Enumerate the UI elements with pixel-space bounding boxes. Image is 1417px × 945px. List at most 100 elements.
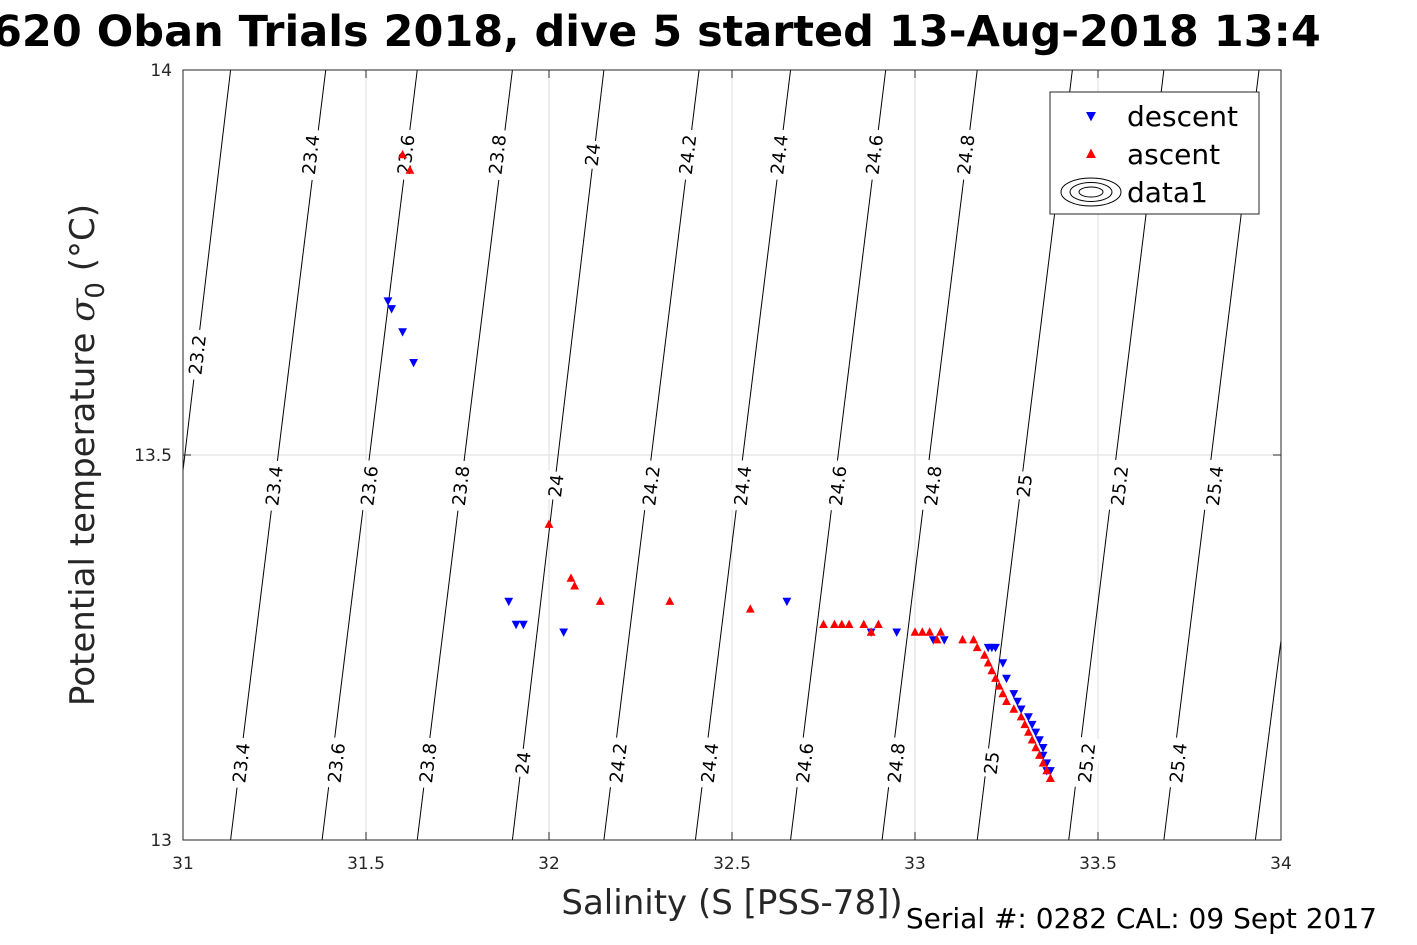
- descent-point: [559, 628, 569, 637]
- descent-point: [1013, 697, 1022, 707]
- ascent-point: [1020, 719, 1030, 729]
- ascent-point: [570, 581, 580, 590]
- legend-box: [1049, 91, 1260, 215]
- contour-label-group: 23.8: [414, 736, 443, 790]
- contour-label-knockout: [227, 736, 256, 790]
- contour-label: 24.6: [862, 134, 888, 176]
- contour-label-group: 23.8: [447, 459, 476, 512]
- contour-line: [511, 70, 605, 840]
- contour-label-knockout: [322, 736, 351, 790]
- contour-label-group: 25: [1012, 470, 1038, 502]
- ascent-point: [866, 627, 876, 636]
- x-tick-label: 33: [904, 854, 926, 874]
- contour-label-knockout: [729, 459, 757, 512]
- contour-label-knockout: [979, 747, 1005, 779]
- legend-data1-label: data1: [1127, 176, 1208, 209]
- descent-point: [782, 597, 792, 607]
- y-tick-label: 13.5: [134, 446, 172, 466]
- contour-label: 25.2: [1075, 742, 1101, 784]
- contour-line: [603, 70, 700, 840]
- y-axis-label-main: Potential temperature: [63, 322, 103, 706]
- contour-label-group: 24.6: [824, 459, 853, 512]
- contour-label-group: 23.4: [227, 736, 256, 790]
- contour-label-knockout: [297, 128, 325, 181]
- descent-point: [387, 305, 397, 314]
- contour-label-knockout: [1012, 470, 1038, 502]
- ascent-point: [910, 627, 920, 636]
- descent-point: [1024, 713, 1033, 722]
- contour-label: 25: [1014, 473, 1038, 498]
- contour-label-knockout: [824, 459, 853, 512]
- contour-label: 24.8: [954, 134, 980, 176]
- contour-label-knockout: [510, 747, 536, 779]
- descent-point: [409, 359, 418, 368]
- contour-label-group: 25.2: [1073, 736, 1101, 790]
- contour-label-knockout: [674, 128, 702, 181]
- contour-label-group: 24.6: [791, 736, 820, 790]
- contour-label: 24: [512, 750, 536, 775]
- ascent-point: [1035, 750, 1044, 759]
- contour-label-knockout: [791, 736, 820, 790]
- contour-label: 24.2: [606, 742, 632, 784]
- contour-label-group: 24.4: [696, 736, 724, 790]
- contour-label-group: 23.6: [355, 459, 384, 512]
- contour-line: [1254, 636, 1281, 840]
- y-tick-label: 13: [150, 831, 172, 851]
- ascent-point: [1031, 742, 1041, 752]
- contour-label-knockout: [882, 736, 911, 790]
- descent-point: [504, 597, 514, 607]
- contour-label-group: 23.4: [297, 128, 325, 181]
- x-tick-label: 32: [538, 854, 560, 874]
- ascent-point: [1038, 758, 1048, 767]
- y-axis-label-unit: (°C): [63, 204, 103, 282]
- ascent-point: [1027, 735, 1037, 744]
- ascent-point: [936, 627, 946, 636]
- contour-label-group: 24.8: [952, 128, 981, 181]
- ascent-point: [830, 619, 839, 628]
- x-tick-label: 34: [1270, 854, 1292, 874]
- ascent-point: [1002, 696, 1011, 705]
- legend-contour-icon: [1060, 177, 1122, 207]
- contour-label-group: 24.6: [860, 128, 889, 181]
- ascent-point: [745, 604, 755, 613]
- ascent-point: [819, 619, 828, 628]
- y-axis-label-sigma: σ: [63, 298, 103, 322]
- contour-line: [694, 70, 792, 840]
- contour-label-group: 24.8: [882, 736, 911, 790]
- contour-label-knockout: [580, 139, 606, 170]
- contour-label: 23.4: [262, 465, 288, 507]
- ascent-point: [983, 658, 993, 667]
- contour-label: 24.8: [921, 465, 947, 507]
- contour-labels: 23.2 23.4 23.6 23.8 24 24.2 24.4 24.6 24.8 25.4 23…: [183, 128, 1262, 790]
- contour-label-knockout: [543, 470, 569, 502]
- descent-point: [511, 620, 521, 630]
- x-axis-ticks: 31 31.5 32 32.5 33 33.5 34: [172, 70, 1292, 874]
- ascent-point: [405, 165, 415, 174]
- contour-label-knockout: [1201, 459, 1229, 512]
- contour-label-group: 23.6: [322, 736, 351, 790]
- contour-label: 25: [981, 750, 1005, 775]
- contour-label: 23.2: [185, 334, 211, 376]
- ascent-point: [932, 635, 942, 644]
- ascent-point: [1042, 765, 1052, 775]
- contour-label: 23.6: [324, 742, 350, 784]
- contour-label-group: 24.2: [604, 736, 633, 790]
- contour-label: 24.4: [698, 742, 724, 784]
- contour-label-knockout: [447, 459, 476, 512]
- contour-label: 23.6: [394, 134, 420, 176]
- contour-label-knockout: [414, 736, 443, 790]
- contour-label: 24.8: [884, 742, 910, 784]
- contour-label-knockout: [1106, 459, 1134, 512]
- contour-line: [881, 70, 978, 840]
- ascent-point: [1016, 712, 1026, 721]
- legend-descent-marker: [1086, 111, 1096, 122]
- x-tick-label: 33.5: [1079, 854, 1117, 874]
- legend-descent-label: descent: [1127, 100, 1238, 133]
- ascent-point: [969, 635, 978, 644]
- contour-label-knockout: [860, 128, 889, 181]
- ascent-point: [925, 627, 935, 636]
- contour-label-knockout: [1164, 736, 1193, 790]
- descent-point: [1009, 690, 1019, 699]
- contour-label: 23.8: [485, 134, 511, 176]
